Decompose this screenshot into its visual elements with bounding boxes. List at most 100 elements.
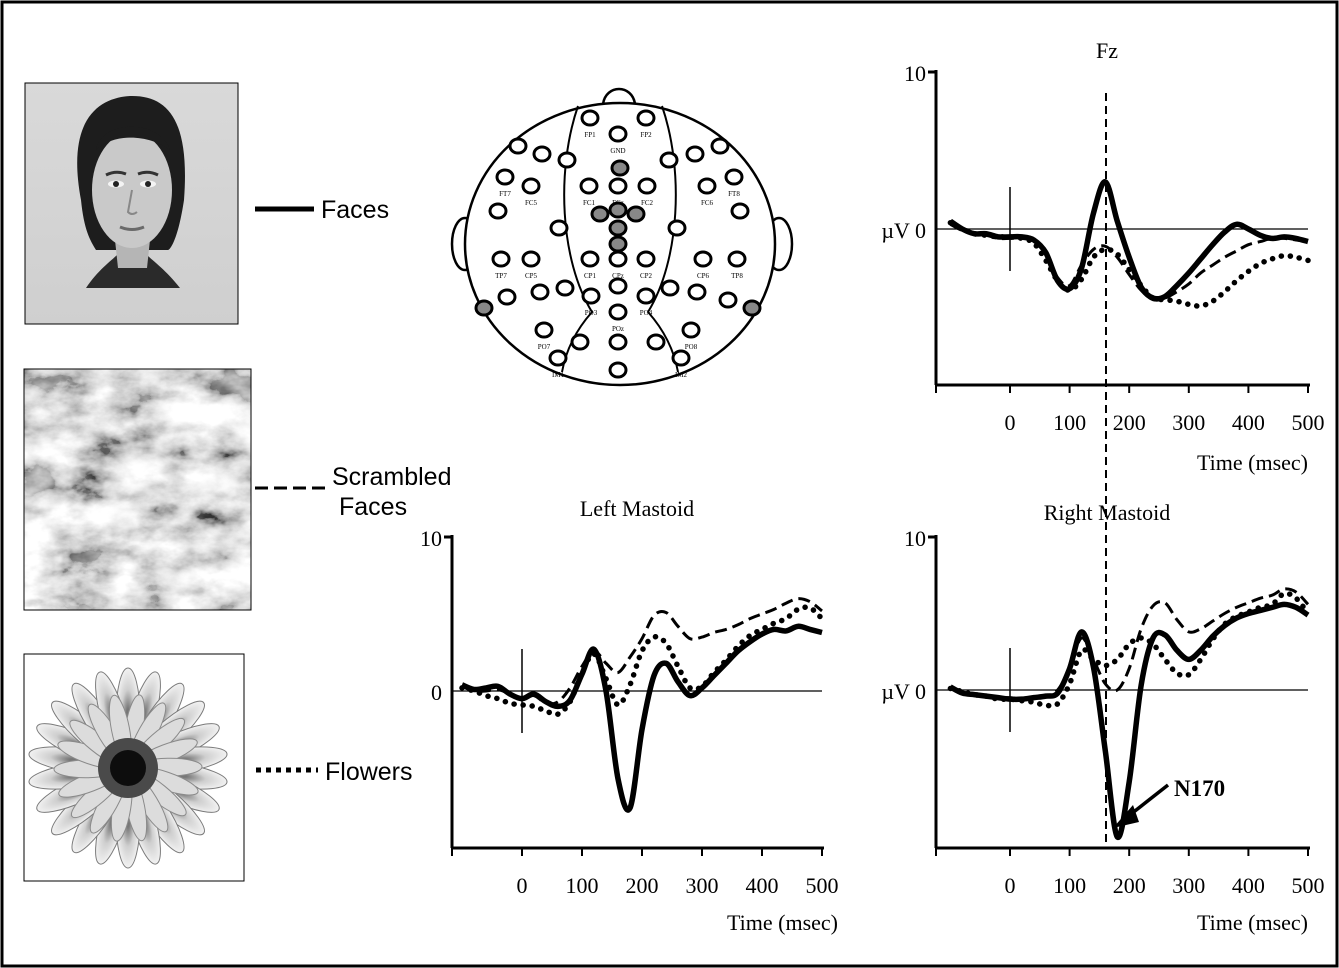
electrode-label: TP8	[731, 272, 743, 280]
fz-x-tick-label: 200	[1113, 410, 1146, 435]
right-mastoid-x-tick-label: 500	[1292, 873, 1325, 898]
electrode-label: FC5	[525, 199, 538, 207]
legend-scrambled-label-line1: Scrambled	[332, 463, 452, 491]
fz-erp-panel: Fz Time (msec) 0 100 200 300 400 500 10 µV 0	[881, 38, 1324, 475]
electrode-label: CP5	[525, 272, 538, 280]
electrode-tp7	[491, 250, 511, 268]
flower-stimulus-image	[23, 653, 245, 882]
left-mastoid-x-tick-label: 100	[566, 873, 599, 898]
electrode-im1	[548, 349, 568, 367]
left-mastoid-y-tick-label: 0	[431, 680, 442, 705]
fz-y-tick-label: µV 0	[881, 218, 926, 243]
electrode-cp5	[521, 250, 541, 268]
left-mastoid-y-tick-label: 10	[420, 526, 442, 551]
electrode-fcz	[608, 177, 628, 195]
left-mastoid-x-tick-label: 400	[746, 873, 779, 898]
electrode-label: PO3	[585, 309, 598, 317]
electrode	[646, 333, 666, 351]
n170-label: N170	[1174, 776, 1225, 801]
legend-scrambled-label-line2: Faces	[339, 493, 407, 521]
electrode	[570, 333, 590, 351]
fz-series-flowers	[947, 219, 1311, 309]
electrode	[718, 291, 738, 309]
electrode	[710, 137, 730, 155]
electrode	[742, 299, 762, 317]
fz-x-tick-label: 400	[1232, 410, 1265, 435]
fz-x-tick-label: 0	[1005, 410, 1016, 435]
electrode-label: CP2	[640, 272, 653, 280]
electrode-label: FT8	[728, 190, 740, 198]
electrode	[530, 283, 550, 301]
electrode-fc5	[521, 177, 541, 195]
electrode-po7	[534, 321, 554, 339]
right-mastoid-y-tick-label: 10	[904, 526, 926, 551]
left-mastoid-x-tick-label: 0	[517, 873, 528, 898]
scalp-nose	[601, 87, 637, 105]
electrode-label: PO8	[685, 343, 698, 351]
electrode-cp6	[693, 250, 713, 268]
left-mastoid-xlabel: Time (msec)	[727, 910, 838, 935]
electrode	[730, 202, 750, 220]
electrode-label: CP1	[584, 272, 597, 280]
electrode-fc6	[697, 177, 717, 195]
electrode-fc1	[579, 177, 599, 195]
fz-series-faces	[948, 179, 1309, 302]
electrode-fp2	[636, 109, 656, 127]
electrode	[549, 219, 569, 237]
right-mastoid-x-tick-label: 400	[1232, 873, 1265, 898]
electrode-label: CPz	[612, 272, 624, 280]
left-mastoid-series-flowers	[459, 604, 825, 718]
right-mastoid-x-tick-label: 200	[1113, 873, 1146, 898]
electrode-po8	[681, 321, 701, 339]
right-mastoid-x-tick-label: 100	[1053, 873, 1086, 898]
legend-flowers-label: Flowers	[325, 758, 413, 786]
electrode	[532, 145, 552, 163]
electrode	[660, 279, 680, 297]
n170-annotation: N170	[1113, 776, 1225, 828]
electrode-ft8	[724, 168, 744, 186]
right-mastoid-x-tick-label: 0	[1005, 873, 1016, 898]
electrode-label: CP6	[697, 272, 710, 280]
electrode-label: IM2	[675, 371, 688, 379]
electrode	[557, 151, 577, 169]
right-mastoid-y-tick-label: µV 0	[881, 679, 926, 704]
fz-y-tick-label: 10	[904, 61, 926, 86]
electrode	[608, 201, 628, 219]
fz-x-tick-label: 100	[1053, 410, 1086, 435]
electrode-po3	[581, 287, 601, 305]
right-mastoid-series-scrambled-faces	[949, 587, 1310, 701]
electrode-label: PO7	[538, 343, 551, 351]
electrode	[608, 361, 628, 379]
electrode-ft7	[495, 168, 515, 186]
electrode	[608, 277, 628, 295]
electrode-cp1	[580, 250, 600, 268]
left-mastoid-x-tick-label: 500	[806, 873, 839, 898]
left-mastoid-x-tick-label: 200	[626, 873, 659, 898]
electrode-cp2	[636, 250, 656, 268]
electrode	[508, 137, 528, 155]
electrode-label: POz	[612, 325, 624, 333]
scrambled-face-stimulus-image	[23, 368, 252, 611]
electrode	[608, 219, 628, 237]
electrode	[497, 288, 517, 306]
n170-arrowhead	[1113, 805, 1139, 828]
electrode-label: IM1	[552, 371, 565, 379]
electrode-label: FP2	[640, 131, 652, 139]
right-mastoid-x-tick-label: 300	[1172, 873, 1205, 898]
fz-x-tick-label: 300	[1172, 410, 1205, 435]
right-mastoid-series-flowers	[947, 590, 1311, 709]
electrode-label: TP7	[495, 272, 507, 280]
scalp-electrode-map: FP1FP2GNDFT7FC5FC1FCzFC2FC6FT8TP7CP5CP1C…	[450, 87, 794, 387]
fz-xlabel: Time (msec)	[1197, 450, 1308, 475]
electrode-poz	[608, 303, 628, 321]
electrode-label: FC2	[641, 199, 654, 207]
electrode	[474, 299, 494, 317]
left-mastoid-title: Left Mastoid	[580, 496, 694, 521]
fz-x-tick-label: 500	[1292, 410, 1325, 435]
right-mastoid-xlabel: Time (msec)	[1197, 910, 1308, 935]
electrode	[626, 205, 646, 223]
left-mastoid-x-tick-label: 300	[686, 873, 719, 898]
electrode-label: PO4	[640, 309, 653, 317]
